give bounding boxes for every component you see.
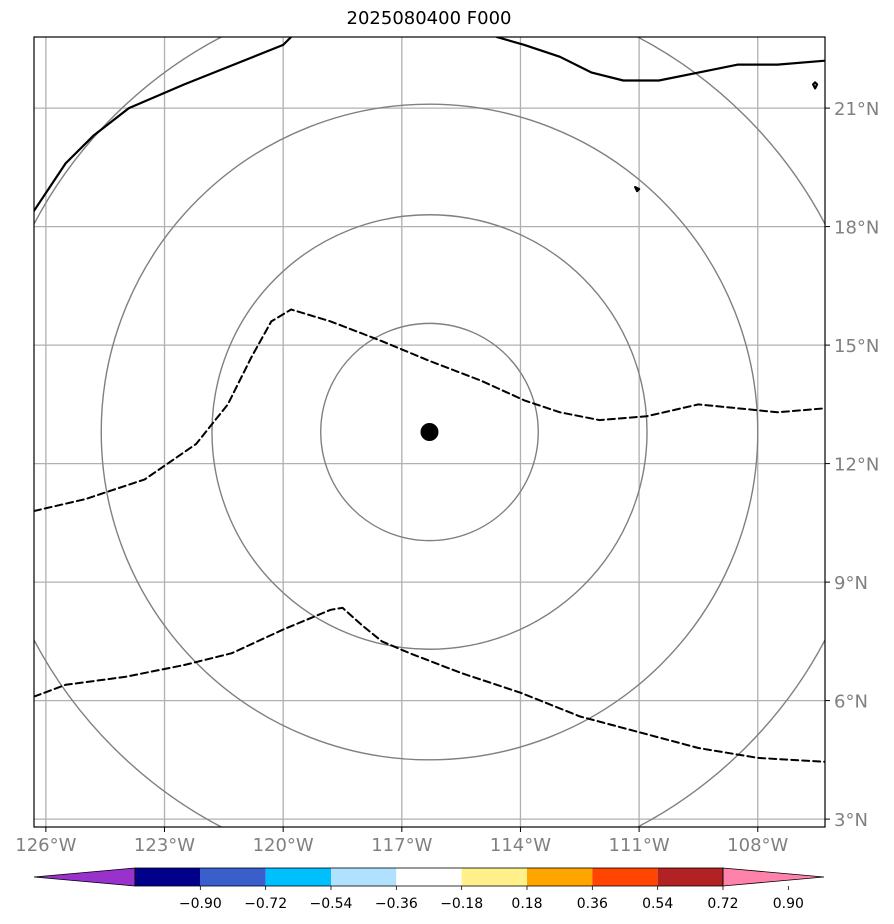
colorbar-label: 0.18 [511, 896, 542, 912]
range-ring-3 [34, 37, 825, 827]
center-point-marker [420, 423, 439, 441]
plot-frame [33, 36, 826, 828]
y-tick-label: 12°N [834, 455, 879, 476]
colorbar-segment [396, 868, 462, 886]
colorbar-segment [527, 868, 593, 886]
range-ring-1 [211, 214, 648, 650]
y-axis: 3°N 6°N 9°N 12°N 15°N 18°N 21°N [825, 99, 879, 831]
contour-lines [34, 37, 825, 763]
colorbar-label: −0.90 [179, 896, 222, 912]
colorbar-label: 0.36 [577, 896, 608, 912]
colorbar-label: −0.72 [244, 896, 287, 912]
dashed-contour-4 [34, 308, 825, 512]
colorbar-extend-low [33, 867, 136, 887]
solid-contour-2 [811, 81, 819, 90]
colorbar-label: −0.18 [440, 896, 483, 912]
colorbar: −0.90 −0.72 −0.54 −0.36 −0.18 0.18 0.36 0.54 0.7… [33, 867, 825, 912]
x-tick-label: 126°W [15, 835, 76, 856]
y-tick-label: 21°N [834, 99, 879, 120]
colorbar-segment [200, 868, 266, 886]
colorbar-segment [265, 868, 331, 886]
y-tick-label: 6°N [834, 692, 868, 713]
solid-contour-0 [34, 37, 293, 212]
y-tick-label: 3°N [834, 810, 868, 831]
colorbar-segment [657, 868, 723, 886]
solid-contour-1 [495, 37, 825, 82]
colorbar-frame [134, 867, 724, 887]
colorbar-label: 0.72 [707, 896, 738, 912]
colorbar-segment [135, 868, 201, 886]
x-tick-label: 108°W [727, 835, 788, 856]
x-tick-label: 120°W [253, 835, 314, 856]
center-marker [420, 423, 439, 441]
x-tick-label: 114°W [490, 835, 551, 856]
colorbar-label: −0.36 [375, 896, 418, 912]
colorbar-label: 0.54 [642, 896, 673, 912]
colorbar-segment [592, 868, 658, 886]
range-rings [34, 37, 825, 827]
grid-lines [34, 37, 825, 827]
x-tick-label: 117°W [371, 835, 432, 856]
range-ring-0 [320, 322, 539, 542]
y-tick-label: 9°N [834, 573, 868, 594]
x-tick-label: 123°W [134, 835, 195, 856]
x-axis: 126°W 123°W 120°W 117°W 114°W 111°W 108°W [15, 827, 789, 856]
y-tick-label: 18°N [834, 218, 879, 239]
chart-title: 2025080400 F000 [346, 8, 512, 29]
dashed-contour-5 [34, 606, 825, 763]
colorbar-segment [331, 868, 397, 886]
colorbar-extend-high [722, 867, 825, 887]
x-tick-label: 111°W [609, 835, 670, 856]
colorbar-segment [461, 868, 527, 886]
colorbar-label: 0.90 [773, 896, 804, 912]
solid-contour-3 [634, 186, 641, 193]
y-tick-label: 15°N [834, 336, 879, 357]
colorbar-label: −0.54 [310, 896, 353, 912]
range-ring-2 [100, 103, 759, 761]
